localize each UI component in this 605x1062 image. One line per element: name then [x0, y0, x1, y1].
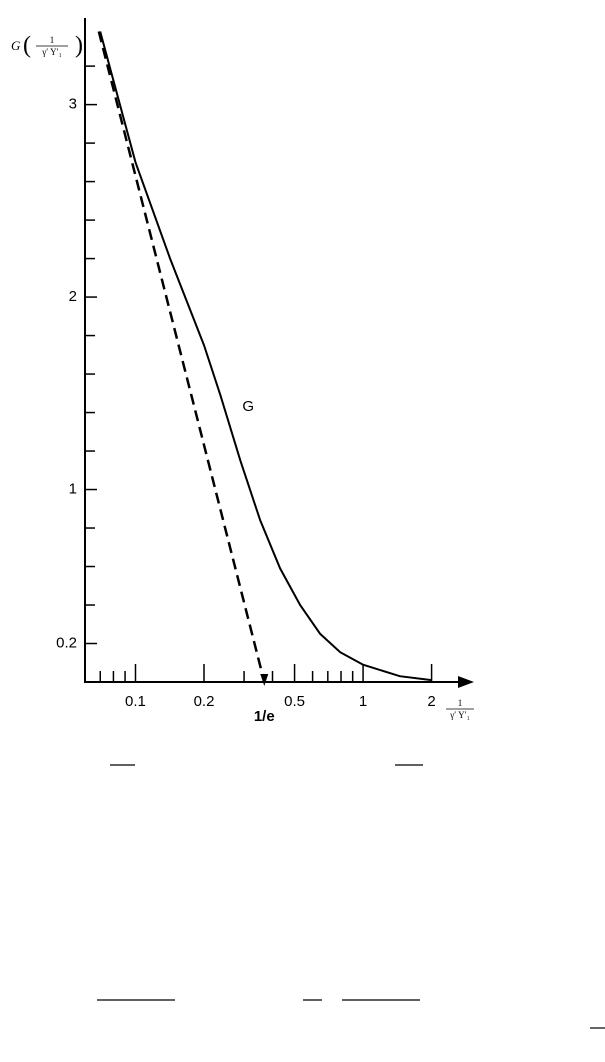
y-tick-label: 0.2	[56, 634, 77, 651]
annotation: 1/e	[254, 708, 275, 725]
x-tick-label: 2	[427, 693, 435, 710]
paren: )	[75, 33, 83, 59]
x-axis-label: 1 γ′ Υ′₁	[446, 698, 474, 720]
y-tick-label: 3	[69, 96, 77, 113]
x-tick-label: 1	[359, 693, 367, 710]
page-fragments	[97, 764, 605, 1029]
x-tick-label: 0.1	[125, 693, 146, 710]
x-label-denominator: γ′ Υ′₁	[449, 710, 469, 720]
y-tick-label: 1	[69, 481, 77, 498]
x-label-numerator: 1	[458, 698, 463, 708]
paren: (	[23, 33, 31, 59]
y-label-denominator: γ′ Υ′₁	[41, 47, 61, 57]
x-tick-label: 0.5	[284, 693, 305, 710]
curve	[99, 31, 432, 682]
y-label-function: G	[11, 38, 21, 53]
y-axis-label: G ( ) 1 γ′ Υ′₁	[11, 33, 83, 59]
dashed-line	[97, 31, 266, 683]
x-tick-label: 0.2	[194, 693, 215, 710]
annotation-arrow	[260, 674, 269, 686]
x-axis-arrow	[458, 676, 474, 688]
y-label-numerator: 1	[50, 35, 55, 45]
curve-label: G	[242, 398, 254, 415]
y-tick-label: 2	[69, 288, 77, 305]
